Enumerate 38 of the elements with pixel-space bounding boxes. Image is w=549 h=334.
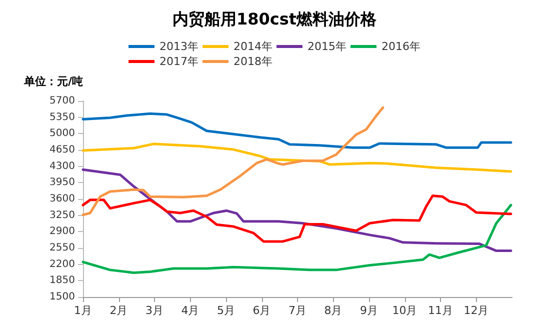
x-tick-label: 2月 xyxy=(110,304,128,317)
line-series xyxy=(82,204,512,274)
legend-label: 2015年 xyxy=(308,40,346,53)
legend-label: 2016年 xyxy=(381,40,420,53)
y-tick-label: 3600 xyxy=(50,194,75,204)
y-tick-label: 2200 xyxy=(50,258,75,270)
line-series xyxy=(82,142,512,173)
x-tick-label: 6月 xyxy=(252,304,271,317)
line-series xyxy=(82,112,512,149)
x-tick-label: 9月 xyxy=(360,304,378,317)
legend-label: 2017年 xyxy=(160,55,199,68)
y-tick-label: 3950 xyxy=(50,177,75,188)
y-tick-label: 2900 xyxy=(50,226,75,238)
y-tick-label: 4300 xyxy=(50,160,75,172)
x-tick-label: 11月 xyxy=(428,304,453,317)
x-tick-label: 7月 xyxy=(288,304,306,317)
x-tick-label: 5月 xyxy=(217,304,235,317)
legend-label: 2018年 xyxy=(234,55,273,68)
legend-label: 2013年 xyxy=(160,40,199,53)
x-tick-label: 12月 xyxy=(464,304,489,317)
chart-title: 内贸船用180cst燃料油价格 xyxy=(172,10,378,28)
y-tick-label: 5000 xyxy=(50,128,75,140)
y-tick-label: 5350 xyxy=(50,112,75,123)
y-tick-label: 1850 xyxy=(50,275,75,286)
y-tick-label: 2550 xyxy=(50,242,75,254)
x-tick-label: 10月 xyxy=(392,304,418,317)
x-tick-label: 3月 xyxy=(146,304,164,317)
line-series xyxy=(82,106,384,216)
y-axis-title: 单位：元/吨 xyxy=(22,75,83,88)
y-tick-label: 5700 xyxy=(50,96,75,106)
line-series xyxy=(82,194,512,243)
y-tick-label: 3250 xyxy=(50,210,75,221)
x-tick-label: 8月 xyxy=(324,304,342,317)
y-tick-label: 1500 xyxy=(50,292,75,302)
x-tick-label: 1月 xyxy=(74,304,92,317)
y-tick-label: 4650 xyxy=(50,144,75,156)
legend-label: 2014年 xyxy=(234,40,273,53)
x-tick-label: 4月 xyxy=(181,304,200,317)
